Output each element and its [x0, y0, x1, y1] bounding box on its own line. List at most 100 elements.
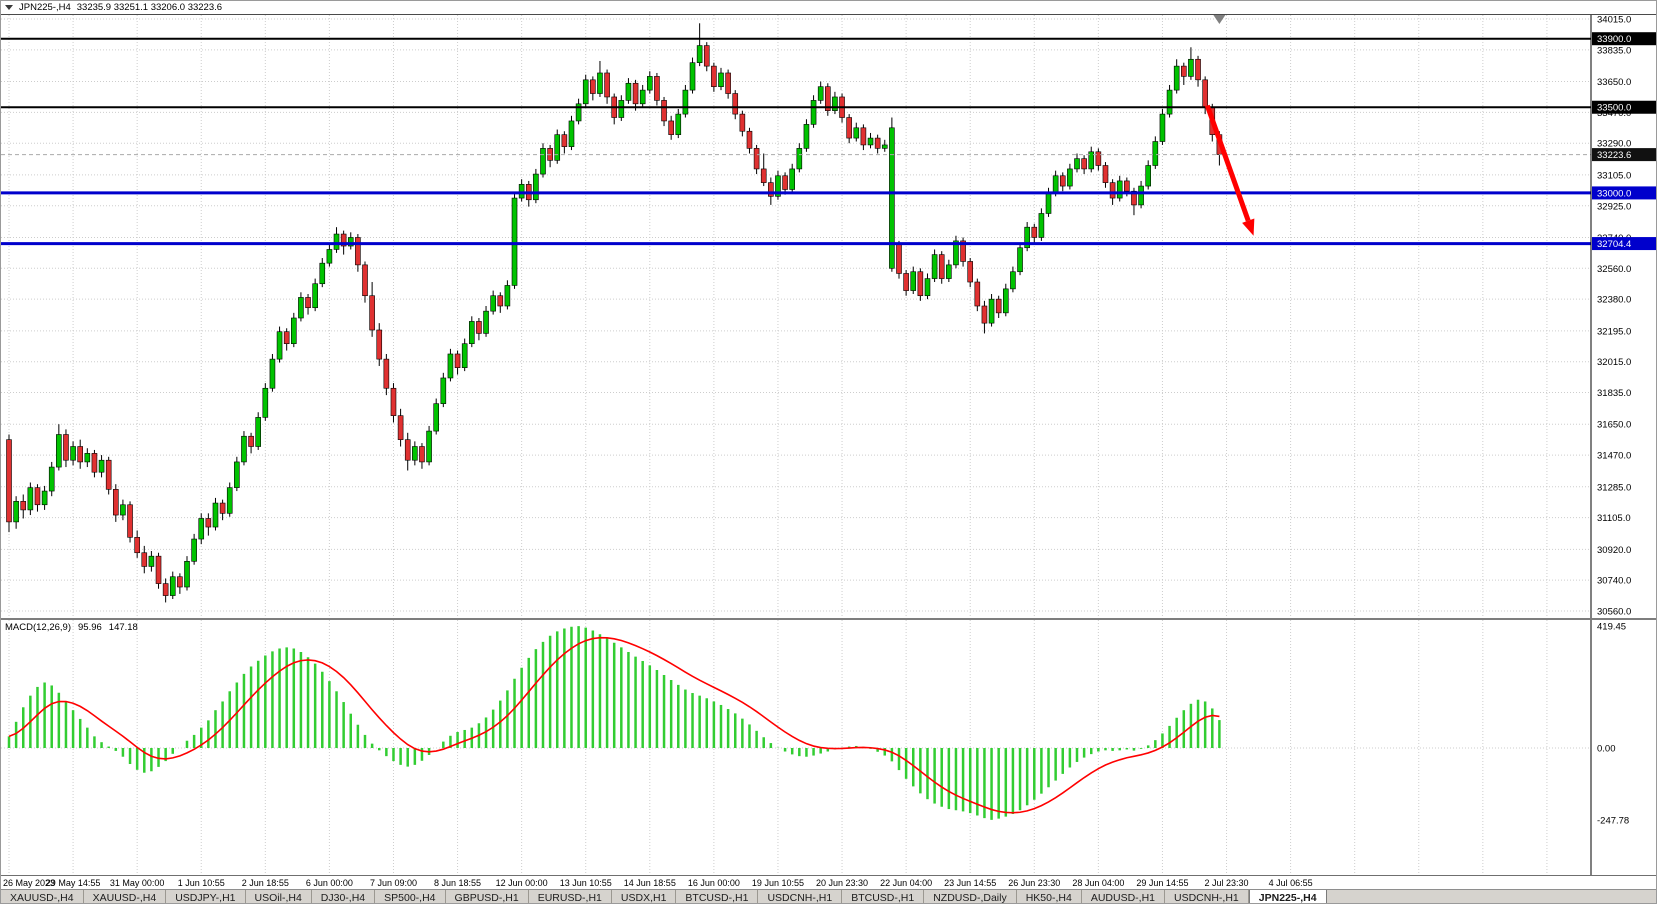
window-tab-dj30-h4[interactable]: DJ30-,H4 [311, 890, 376, 903]
candle-body [568, 120, 575, 147]
candle-body [682, 89, 689, 115]
candle-body [1202, 79, 1208, 108]
candle-body [874, 137, 881, 149]
window-tab-usdjpy-h1[interactable]: USDJPY-,H1 [166, 890, 246, 903]
time-tick-label: 31 May 00:00 [109, 878, 165, 888]
candle-body [56, 434, 62, 468]
candle-body [1024, 226, 1030, 249]
window-tab-nzdusd-daily[interactable]: NZDUSD-,Daily [924, 890, 1017, 903]
candle-body [476, 321, 482, 334]
price-scale[interactable] [1590, 15, 1656, 875]
chart-menu-triangle-icon[interactable] [5, 5, 13, 10]
time-tick-label: 19 Jun 10:55 [751, 878, 804, 888]
window-tab-usoil-h4[interactable]: USOil-,H4 [245, 890, 312, 903]
candle-body [746, 130, 753, 149]
price-badge-label: 33000.0 [1597, 188, 1631, 199]
candle-body [412, 446, 418, 461]
candle-body [148, 555, 155, 567]
candle-body [995, 298, 1002, 314]
candle-body [390, 387, 397, 416]
candle-body [48, 466, 55, 492]
candle-body [810, 100, 817, 125]
candle-body [319, 262, 326, 285]
candle-body [20, 501, 27, 511]
candle-body [988, 298, 995, 324]
time-tick-label: 23 Jun 14:55 [944, 878, 997, 888]
candle-body [41, 490, 48, 506]
candle-body [753, 148, 760, 170]
macd-panel-canvas[interactable]: MACD(12,26,9) 95.96 147.18 419.45 0.00 -24… [1, 618, 1656, 875]
candle-body [255, 417, 261, 447]
window-tab-btcusd-h1[interactable]: BTCUSD-,H1 [676, 890, 759, 903]
trend-arrow-shaft[interactable] [1204, 104, 1251, 222]
window-tab-xauusd-h4[interactable]: XAUUSD-,H4 [1, 890, 84, 903]
candle-body [625, 82, 632, 101]
candle-body [162, 583, 169, 596]
price-tick-label: 30740.0 [1597, 576, 1631, 587]
candle-body [511, 197, 518, 286]
candle-body [1166, 89, 1173, 115]
candle-body [803, 124, 810, 149]
indicator-label: MACD(12,26,9) 95.96 147.18 [5, 622, 138, 633]
price-tick-label: 31835.0 [1597, 388, 1631, 399]
candle-body [141, 552, 148, 567]
candle-body [1152, 141, 1159, 166]
candle-body [226, 487, 233, 514]
candle-body [63, 434, 69, 461]
candle-body [248, 435, 254, 447]
window-tab-hk50-h4[interactable]: HK50-,H4 [1016, 890, 1082, 903]
price-badge-label: 33900.0 [1597, 34, 1631, 45]
time-tick-label: 26 May 2023 [3, 878, 56, 888]
candle-body [1017, 247, 1023, 273]
price-tick-label: 31105.0 [1597, 513, 1631, 524]
window-tab-sp500-h4[interactable]: SP500-,H4 [375, 890, 446, 903]
candle-body [276, 331, 283, 360]
candle-body [77, 446, 83, 463]
window-tab-audusd-h1[interactable]: AUDUSD-,H1 [1081, 890, 1166, 903]
candle-body [504, 285, 511, 307]
time-tick-label: 16 Jun 00:00 [687, 878, 740, 888]
price-tick-label: 33835.0 [1597, 45, 1631, 56]
candle-body [91, 453, 98, 473]
time-tick-label: 1 Jun 10:55 [177, 878, 225, 888]
candle-body [333, 233, 340, 250]
candle-body [646, 76, 653, 91]
time-tick-label: 8 Jun 18:55 [434, 878, 482, 888]
candle-body [404, 439, 411, 461]
trend-arrow-head[interactable] [1242, 218, 1255, 236]
window-tab-eurusd-h1[interactable]: EURUSD-,H1 [528, 890, 612, 903]
window-tab-xauusd-h4[interactable]: XAUUSD-,H4 [83, 890, 167, 903]
candle-body [654, 76, 660, 101]
candle-body [234, 461, 240, 488]
candle-body [198, 518, 205, 540]
candle-body [768, 182, 774, 197]
window-tab-gbpusd-h1[interactable]: GBPUSD-,H1 [445, 890, 529, 903]
candle-body [725, 72, 731, 94]
price-badge [1592, 32, 1656, 46]
candle-body [597, 72, 603, 94]
candle-body [967, 261, 974, 283]
candle-body [212, 502, 219, 528]
candle-body [582, 79, 589, 105]
candle-body [910, 271, 917, 291]
window-tab-btcusd-h1[interactable]: BTCUSD-,H1 [842, 890, 925, 903]
window-tab-usdcnh-h1[interactable]: USDCNH-,H1 [1165, 890, 1249, 903]
price-chart-canvas[interactable]: 34015.033835.033650.033470.033290.033105… [1, 15, 1656, 618]
candle-body [13, 501, 19, 523]
time-tick-label: 2 Jul 23:30 [1204, 878, 1249, 888]
time-scale[interactable]: 26 May 2023 29 May 14:55 31 May 00:00 1 Jun… [1, 875, 1656, 889]
window-tab-usdcnh-h1[interactable]: USDCNH-,H1 [758, 890, 843, 903]
candle-body [689, 62, 696, 91]
time-tick-label: 14 Jun 18:55 [623, 878, 676, 888]
macd-chart: 419.45 0.00 -247.78 [1, 620, 1629, 875]
window-tab-jpn225-h4[interactable]: JPN225-,H4 [1248, 890, 1327, 903]
time-tick-label: 29 Jun 14:55 [1136, 878, 1189, 888]
candle-body [668, 120, 674, 135]
window-tab-usdx-h1[interactable]: USDX,H1 [611, 890, 677, 903]
time-tick-label: 7 Jun 09:00 [369, 878, 417, 888]
price-tick-label: 31285.0 [1597, 482, 1631, 493]
chart-shift-marker-icon[interactable] [1213, 15, 1226, 24]
candle-body [696, 45, 703, 63]
macd-tick-label: -247.78 [1597, 816, 1629, 827]
